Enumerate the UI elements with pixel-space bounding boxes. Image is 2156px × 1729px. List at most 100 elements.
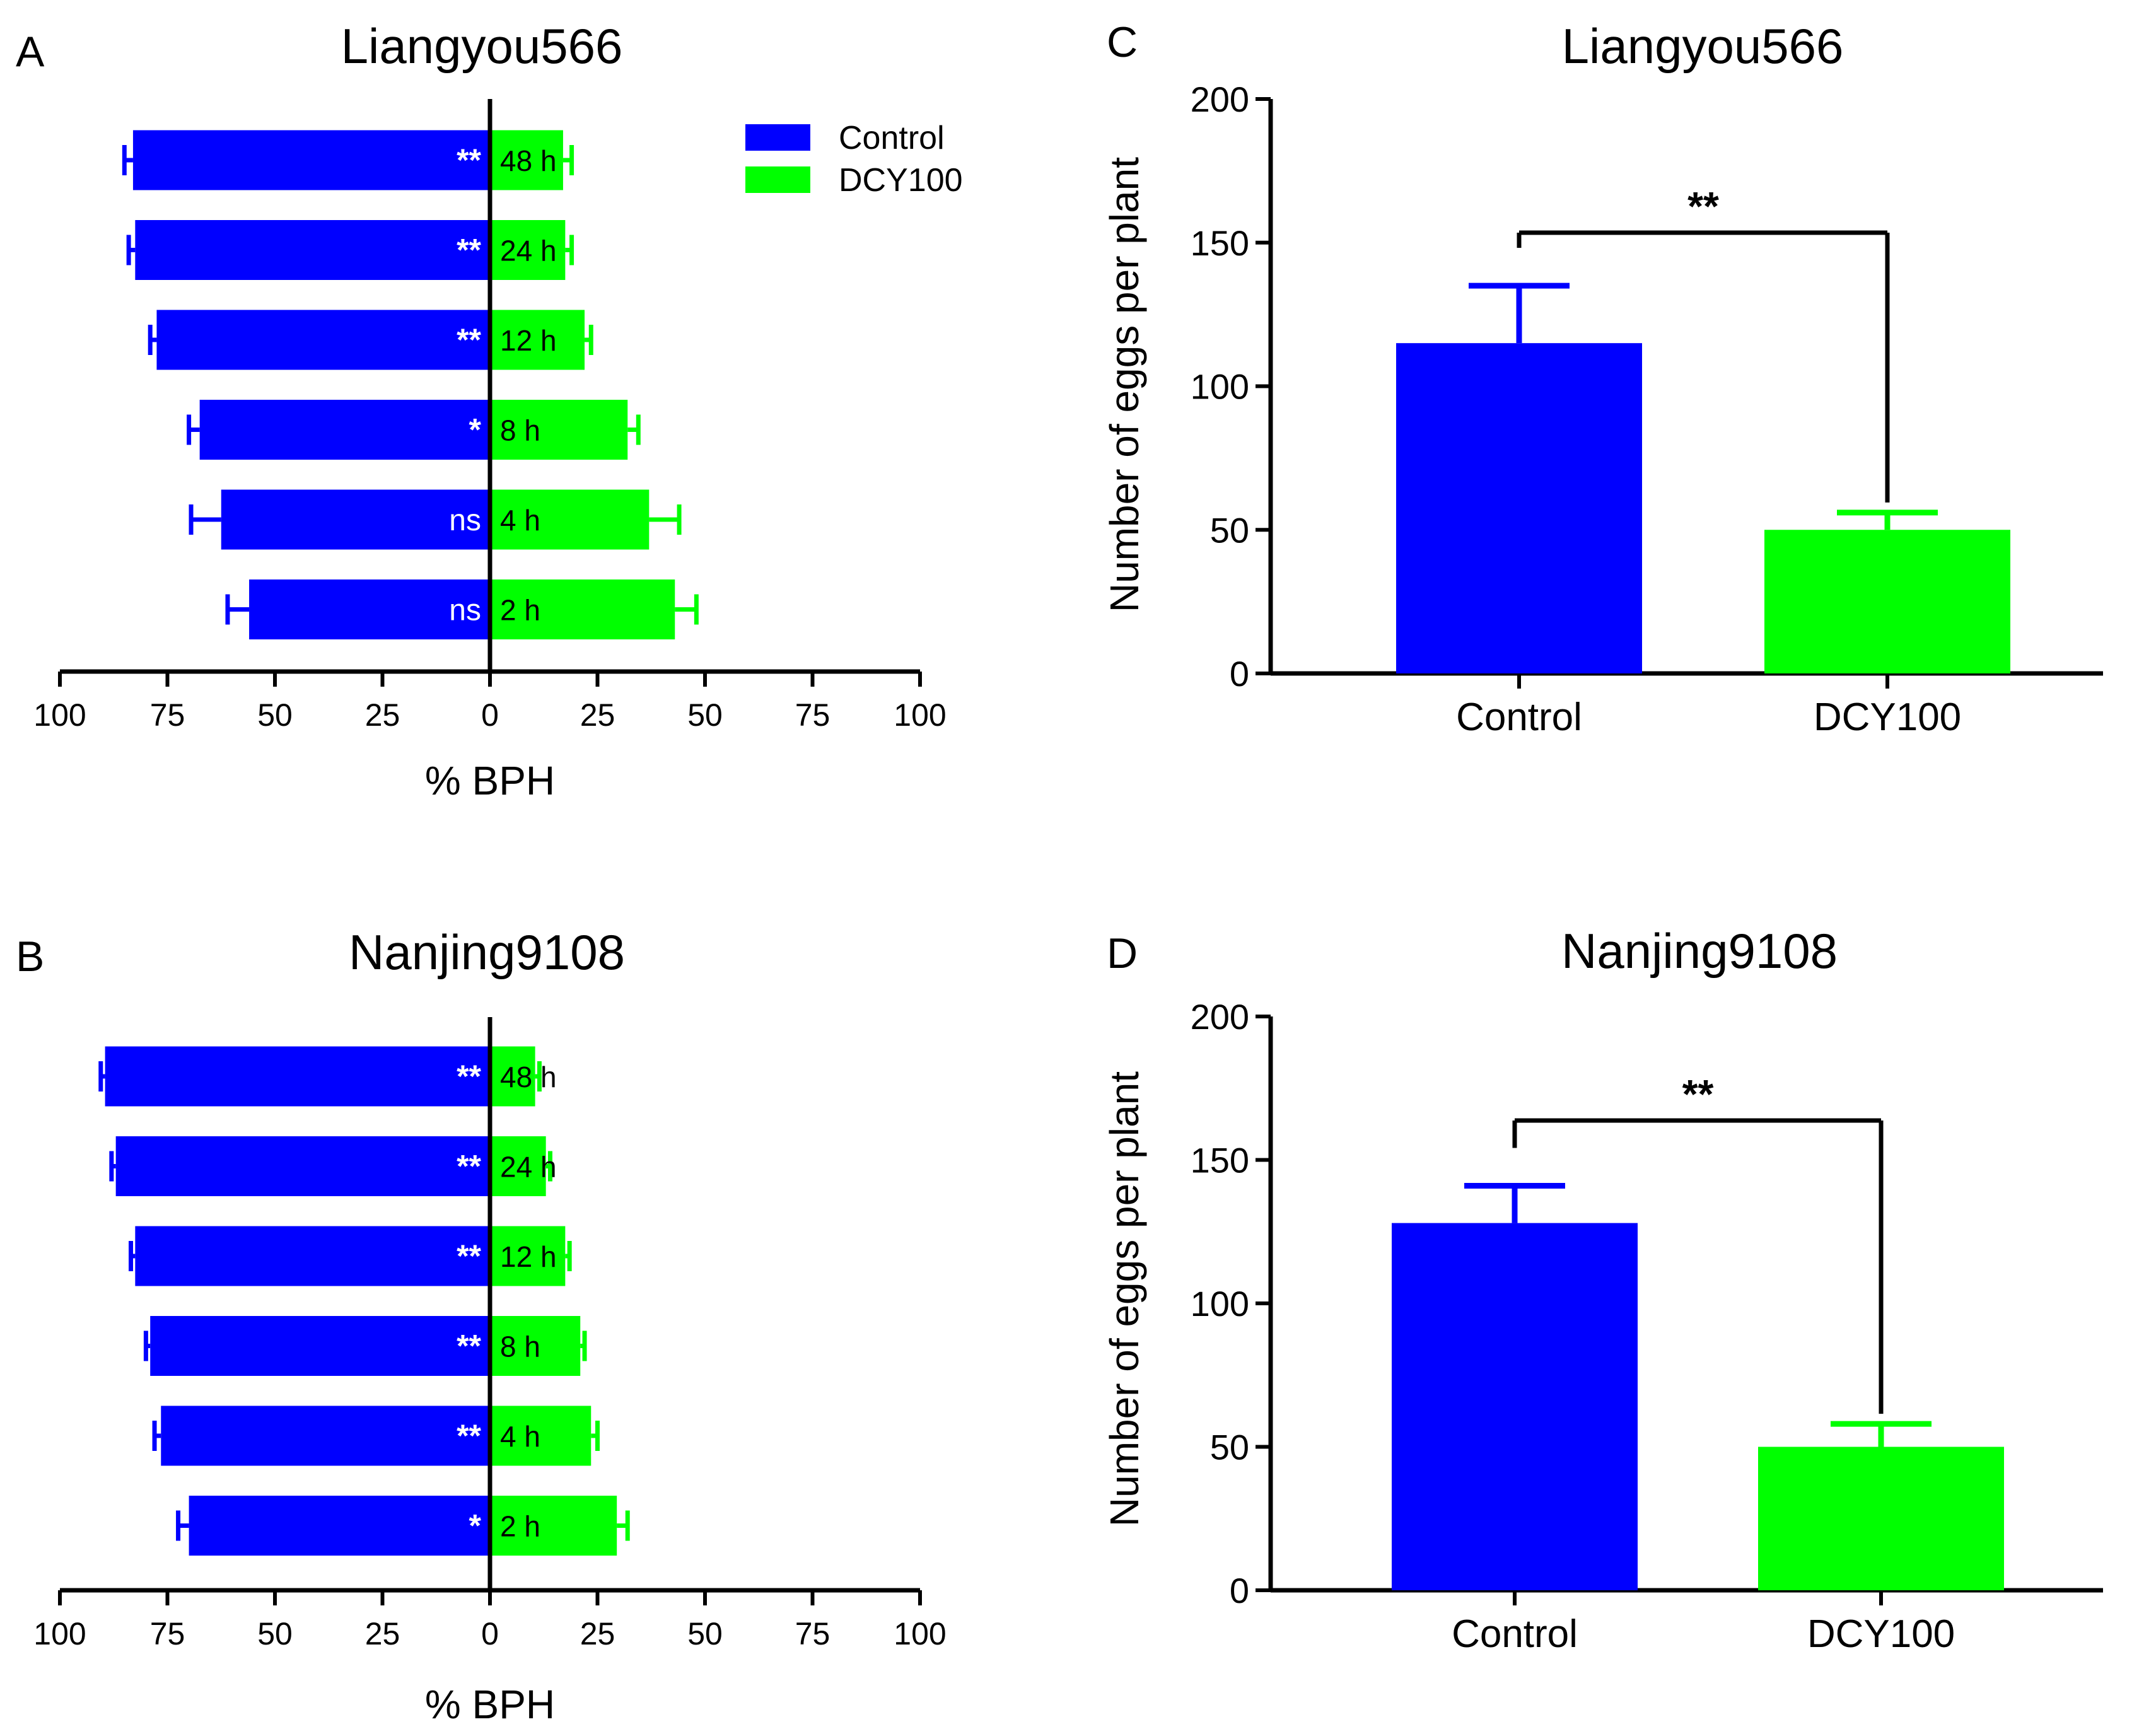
legend-label-control: Control xyxy=(839,120,945,156)
y-tick-label: 100 xyxy=(1191,1284,1249,1324)
legend: Control DCY100 xyxy=(745,120,963,199)
significance-marker: ** xyxy=(1687,183,1719,229)
x-tick-label: 50 xyxy=(687,697,723,733)
x-category-label: DCY100 xyxy=(1807,1612,1955,1656)
bar-control xyxy=(249,579,490,639)
panel-b: B Nanjing9108 48 h ** 24 h ** 12 h ** 8 h ** 4 h… xyxy=(16,924,947,1727)
y-tick-label: 200 xyxy=(1191,997,1249,1037)
bar-dcy100 xyxy=(490,1316,581,1376)
significance-marker: ** xyxy=(457,1059,481,1094)
y-tick-label: 150 xyxy=(1191,223,1249,263)
significance-marker: * xyxy=(469,1508,482,1544)
x-tick-label: 100 xyxy=(33,1616,86,1651)
bar-dcy100 xyxy=(490,1406,591,1466)
panel-c-y-axis-label: Number of eggs per plant xyxy=(1102,157,1147,612)
x-tick-label: 25 xyxy=(580,1616,615,1651)
bar-control xyxy=(105,1046,491,1107)
panel-a-plot: 48 h ** 24 h ** 12 h ** 8 h * 4 h ns 2 h ns 100 75 50 2… xyxy=(33,99,947,733)
significance-marker: ** xyxy=(1682,1071,1714,1117)
significance-marker: ** xyxy=(457,1238,481,1274)
legend-swatch-control xyxy=(745,124,810,151)
panel-b-plot: 48 h ** 24 h ** 12 h ** 8 h ** 4 h ** 2 h * 100 75 50 2… xyxy=(33,1017,947,1651)
legend-label-dcy100: DCY100 xyxy=(839,162,963,199)
bar-control xyxy=(115,1136,490,1196)
x-tick-label: 75 xyxy=(150,1616,185,1651)
y-tick-label: 200 xyxy=(1191,79,1249,119)
significance-marker: ** xyxy=(457,322,481,358)
significance-marker: ** xyxy=(457,143,481,178)
time-label: 4 h xyxy=(500,504,540,537)
time-label: 2 h xyxy=(500,1510,540,1543)
panel-d-plot: 0 50 100 150 200 Control DCY100 ** xyxy=(1191,997,2103,1656)
bar-dcy100 xyxy=(490,310,585,370)
x-tick-label: 25 xyxy=(580,697,615,733)
bar-control xyxy=(221,489,490,550)
bar-control xyxy=(189,1496,490,1556)
bar-control xyxy=(1396,343,1642,673)
bar-control xyxy=(135,220,491,280)
bar-control xyxy=(135,1226,491,1286)
significance-marker: ** xyxy=(457,1149,481,1184)
bar-dcy100 xyxy=(490,579,675,639)
bar-dcy100 xyxy=(490,1046,535,1107)
time-label: 48 h xyxy=(500,144,557,177)
panel-b-title: Nanjing9108 xyxy=(349,924,625,980)
x-category-label: Control xyxy=(1456,696,1582,739)
time-label: 4 h xyxy=(500,1420,540,1453)
bar-control xyxy=(1392,1223,1638,1590)
panel-c: C Liangyou566 0 50 100 150 200 Control DCY100 *… xyxy=(1102,18,2103,739)
x-tick-label: 100 xyxy=(33,697,86,733)
bar-dcy100 xyxy=(490,220,566,280)
bar-dcy100 xyxy=(490,130,563,190)
time-label: 48 h xyxy=(500,1061,557,1093)
x-tick-label: 75 xyxy=(795,1616,830,1651)
x-tick-label: 25 xyxy=(365,1616,400,1651)
bar-control xyxy=(132,130,490,190)
time-label: 24 h xyxy=(500,1151,557,1184)
x-tick-label: 100 xyxy=(894,697,946,733)
panel-a-x-axis-label: % BPH xyxy=(425,758,555,803)
significance-marker: ** xyxy=(457,1329,481,1364)
panel-d-y-axis-label: Number of eggs per plant xyxy=(1102,1071,1147,1527)
time-label: 12 h xyxy=(500,1240,557,1273)
time-label: 24 h xyxy=(500,235,557,267)
bar-dcy100 xyxy=(490,1496,617,1556)
time-label: 12 h xyxy=(500,324,557,357)
significance-marker: ns xyxy=(449,594,481,627)
y-tick-label: 50 xyxy=(1210,1428,1249,1467)
panel-c-plot: 0 50 100 150 200 Control DCY100 ** xyxy=(1191,79,2103,739)
x-tick-label: 75 xyxy=(150,697,185,733)
bar-dcy100 xyxy=(1764,530,2010,673)
panel-a-title: Liangyou566 xyxy=(341,18,623,74)
x-tick-label: 50 xyxy=(257,697,293,733)
y-tick-label: 0 xyxy=(1230,654,1249,694)
x-tick-label: 100 xyxy=(894,1616,946,1651)
bar-dcy100 xyxy=(490,1136,546,1196)
legend-swatch-dcy100 xyxy=(745,166,810,193)
panel-b-label: B xyxy=(16,933,44,981)
x-tick-label: 25 xyxy=(365,697,400,733)
significance-marker: ns xyxy=(449,504,481,537)
panel-d-label: D xyxy=(1107,929,1138,977)
time-label: 8 h xyxy=(500,1330,540,1363)
x-tick-label: 50 xyxy=(687,1616,723,1651)
bar-dcy100 xyxy=(490,400,628,460)
bar-control xyxy=(156,310,490,370)
x-category-label: DCY100 xyxy=(1814,696,1961,739)
panel-c-title: Liangyou566 xyxy=(1562,18,1844,74)
time-label: 8 h xyxy=(500,414,540,447)
x-tick-label: 0 xyxy=(481,1616,499,1651)
x-category-label: Control xyxy=(1452,1612,1578,1656)
x-tick-label: 0 xyxy=(481,697,499,733)
time-label: 2 h xyxy=(500,594,540,627)
bar-control xyxy=(199,400,490,460)
bar-control xyxy=(161,1406,490,1466)
significance-marker: * xyxy=(469,412,482,448)
panel-d: D Nanjing9108 0 50 100 150 200 Control DCY100 *… xyxy=(1102,923,2103,1656)
bar-dcy100 xyxy=(490,1226,566,1286)
bar-control xyxy=(150,1316,491,1376)
panel-a: A Liangyou566 48 h ** 24 h ** 12 h ** 8 h * 4 h n… xyxy=(16,18,963,803)
panel-a-label: A xyxy=(16,28,45,76)
bar-dcy100 xyxy=(490,489,650,550)
